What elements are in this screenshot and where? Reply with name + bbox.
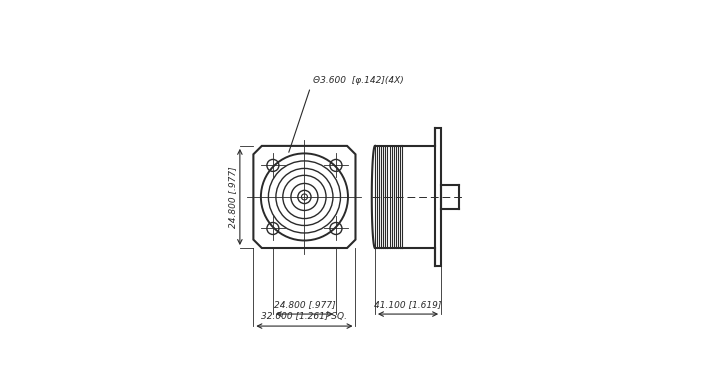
Bar — [435, 128, 441, 266]
Text: 41.100 [1.619]: 41.100 [1.619] — [374, 300, 442, 308]
Text: 24.800 [.977]: 24.800 [.977] — [274, 300, 336, 308]
Text: 24.800 [.977]: 24.800 [.977] — [228, 166, 238, 228]
Text: 32.000 [1.261] SQ.: 32.000 [1.261] SQ. — [261, 312, 348, 321]
Text: Θ3.600  [φ.142](4X): Θ3.600 [φ.142](4X) — [313, 76, 404, 85]
